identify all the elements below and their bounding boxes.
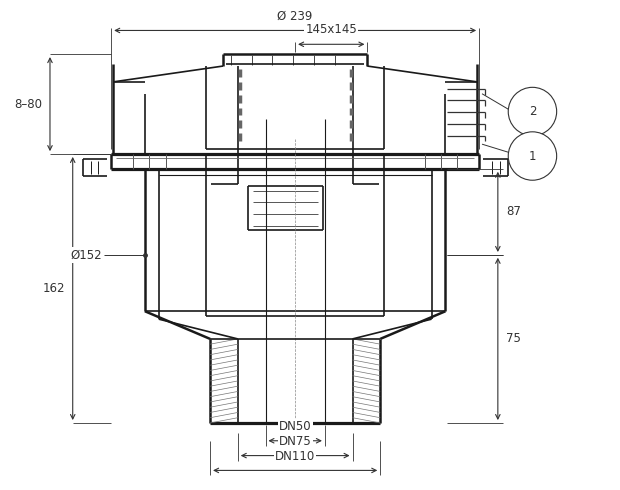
Text: 2: 2: [529, 105, 536, 118]
Text: 8–80: 8–80: [14, 98, 42, 111]
Text: 75: 75: [506, 332, 521, 345]
Text: DN110: DN110: [275, 449, 316, 463]
Text: Ø152: Ø152: [71, 248, 102, 261]
Text: 1: 1: [529, 149, 536, 163]
Text: DN50: DN50: [279, 420, 311, 433]
Text: 87: 87: [506, 205, 521, 219]
Text: 162: 162: [42, 282, 65, 295]
Text: Ø 239: Ø 239: [278, 9, 313, 23]
Text: 145x145: 145x145: [306, 24, 357, 36]
Text: DN75: DN75: [279, 435, 311, 448]
